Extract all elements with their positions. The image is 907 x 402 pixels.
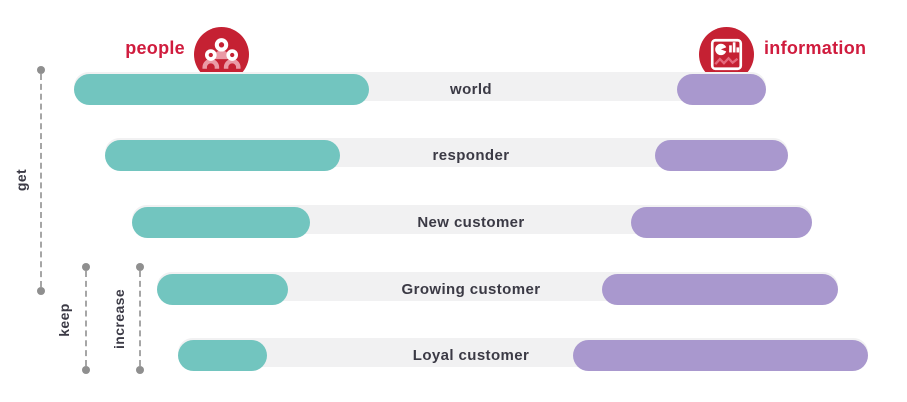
information-bar (655, 140, 788, 171)
information-legend-label: information (764, 38, 867, 58)
row-label: New customer (417, 214, 525, 231)
bracket-dot (82, 263, 90, 271)
funnel-row: Loyal customer (0, 338, 907, 372)
bracket-line-keep (85, 271, 87, 366)
information-bar (677, 74, 766, 105)
people-bar (74, 74, 369, 105)
information-bar (602, 274, 838, 305)
information-bar (631, 207, 812, 238)
people-legend-label: people (125, 38, 185, 58)
people-icon (194, 27, 249, 82)
bracket-dot (82, 366, 90, 374)
row-label: world (450, 81, 492, 98)
funnel-row: Growing customer (0, 272, 907, 306)
row-label: Growing customer (401, 281, 541, 298)
information-bar (573, 340, 868, 371)
bracket-line-increase (139, 271, 141, 366)
funnel-row: New customer (0, 205, 907, 239)
funnel-row: world (0, 72, 907, 106)
bracket-line-get (40, 74, 42, 287)
bracket-label-increase: increase (111, 288, 127, 350)
bracket-dot (136, 366, 144, 374)
row-label: Loyal customer (412, 347, 530, 364)
bracket-label-get: get (13, 168, 29, 192)
people-bar (132, 207, 310, 238)
funnel-row: responder (0, 138, 907, 172)
information-chart-icon (699, 27, 754, 82)
bracket-label-keep: keep (56, 303, 72, 337)
bracket-dot (136, 263, 144, 271)
bracket-dot (37, 287, 45, 295)
row-label: responder (432, 147, 510, 164)
people-bar (105, 140, 340, 171)
people-bar (178, 340, 267, 371)
people-bar (157, 274, 288, 305)
bracket-dot (37, 66, 45, 74)
